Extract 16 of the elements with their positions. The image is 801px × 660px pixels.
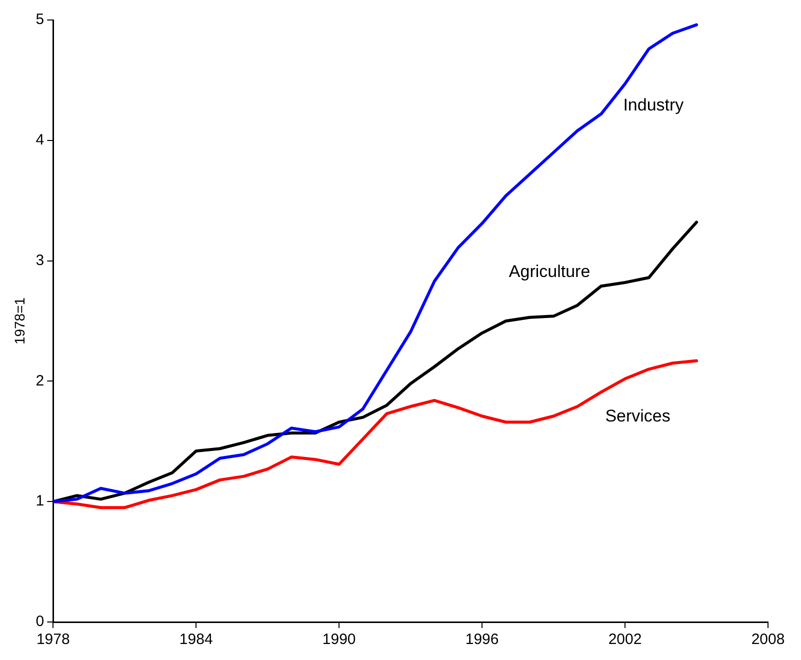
y-tick-label: 1 [36,492,44,510]
y-tick-label: 5 [36,11,44,28]
y-axis-title: 1978=1 [11,297,28,345]
series-label: Services [605,406,670,426]
x-tick-label: 2002 [608,631,642,648]
x-tick-label: 2008 [751,631,785,648]
series-label: Industry [623,96,684,115]
y-tick-label: 4 [36,132,44,149]
y-tick-label: 3 [36,252,44,269]
series-label: Agriculture [508,262,590,281]
y-tick-label: 2 [36,372,44,390]
x-tick-label: 1996 [465,631,499,648]
x-tick-label: 1990 [322,631,356,648]
x-tick-label: 1984 [179,631,213,648]
y-tick-label: 0 [36,613,44,630]
x-tick-label: 1978 [36,631,70,648]
